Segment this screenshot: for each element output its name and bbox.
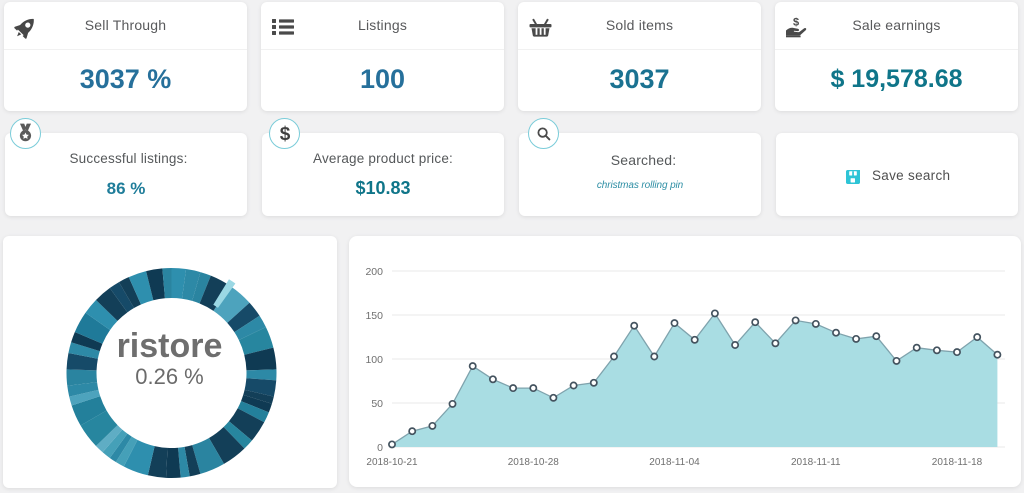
svg-text:150: 150: [365, 310, 383, 322]
svg-text:100: 100: [365, 354, 383, 366]
svg-text:2018-10-21: 2018-10-21: [366, 457, 418, 468]
svg-text:$: $: [793, 17, 799, 29]
svg-text:2018-11-04: 2018-11-04: [649, 457, 700, 468]
svg-text:2018-11-11: 2018-11-11: [791, 457, 841, 468]
svg-text:0: 0: [377, 442, 383, 454]
svg-text:2018-11-18: 2018-11-18: [932, 457, 983, 468]
svg-text:50: 50: [371, 398, 383, 410]
svg-text:$: $: [279, 124, 290, 145]
svg-text:2018-10-28: 2018-10-28: [508, 457, 560, 468]
svg-text:200: 200: [365, 266, 383, 278]
